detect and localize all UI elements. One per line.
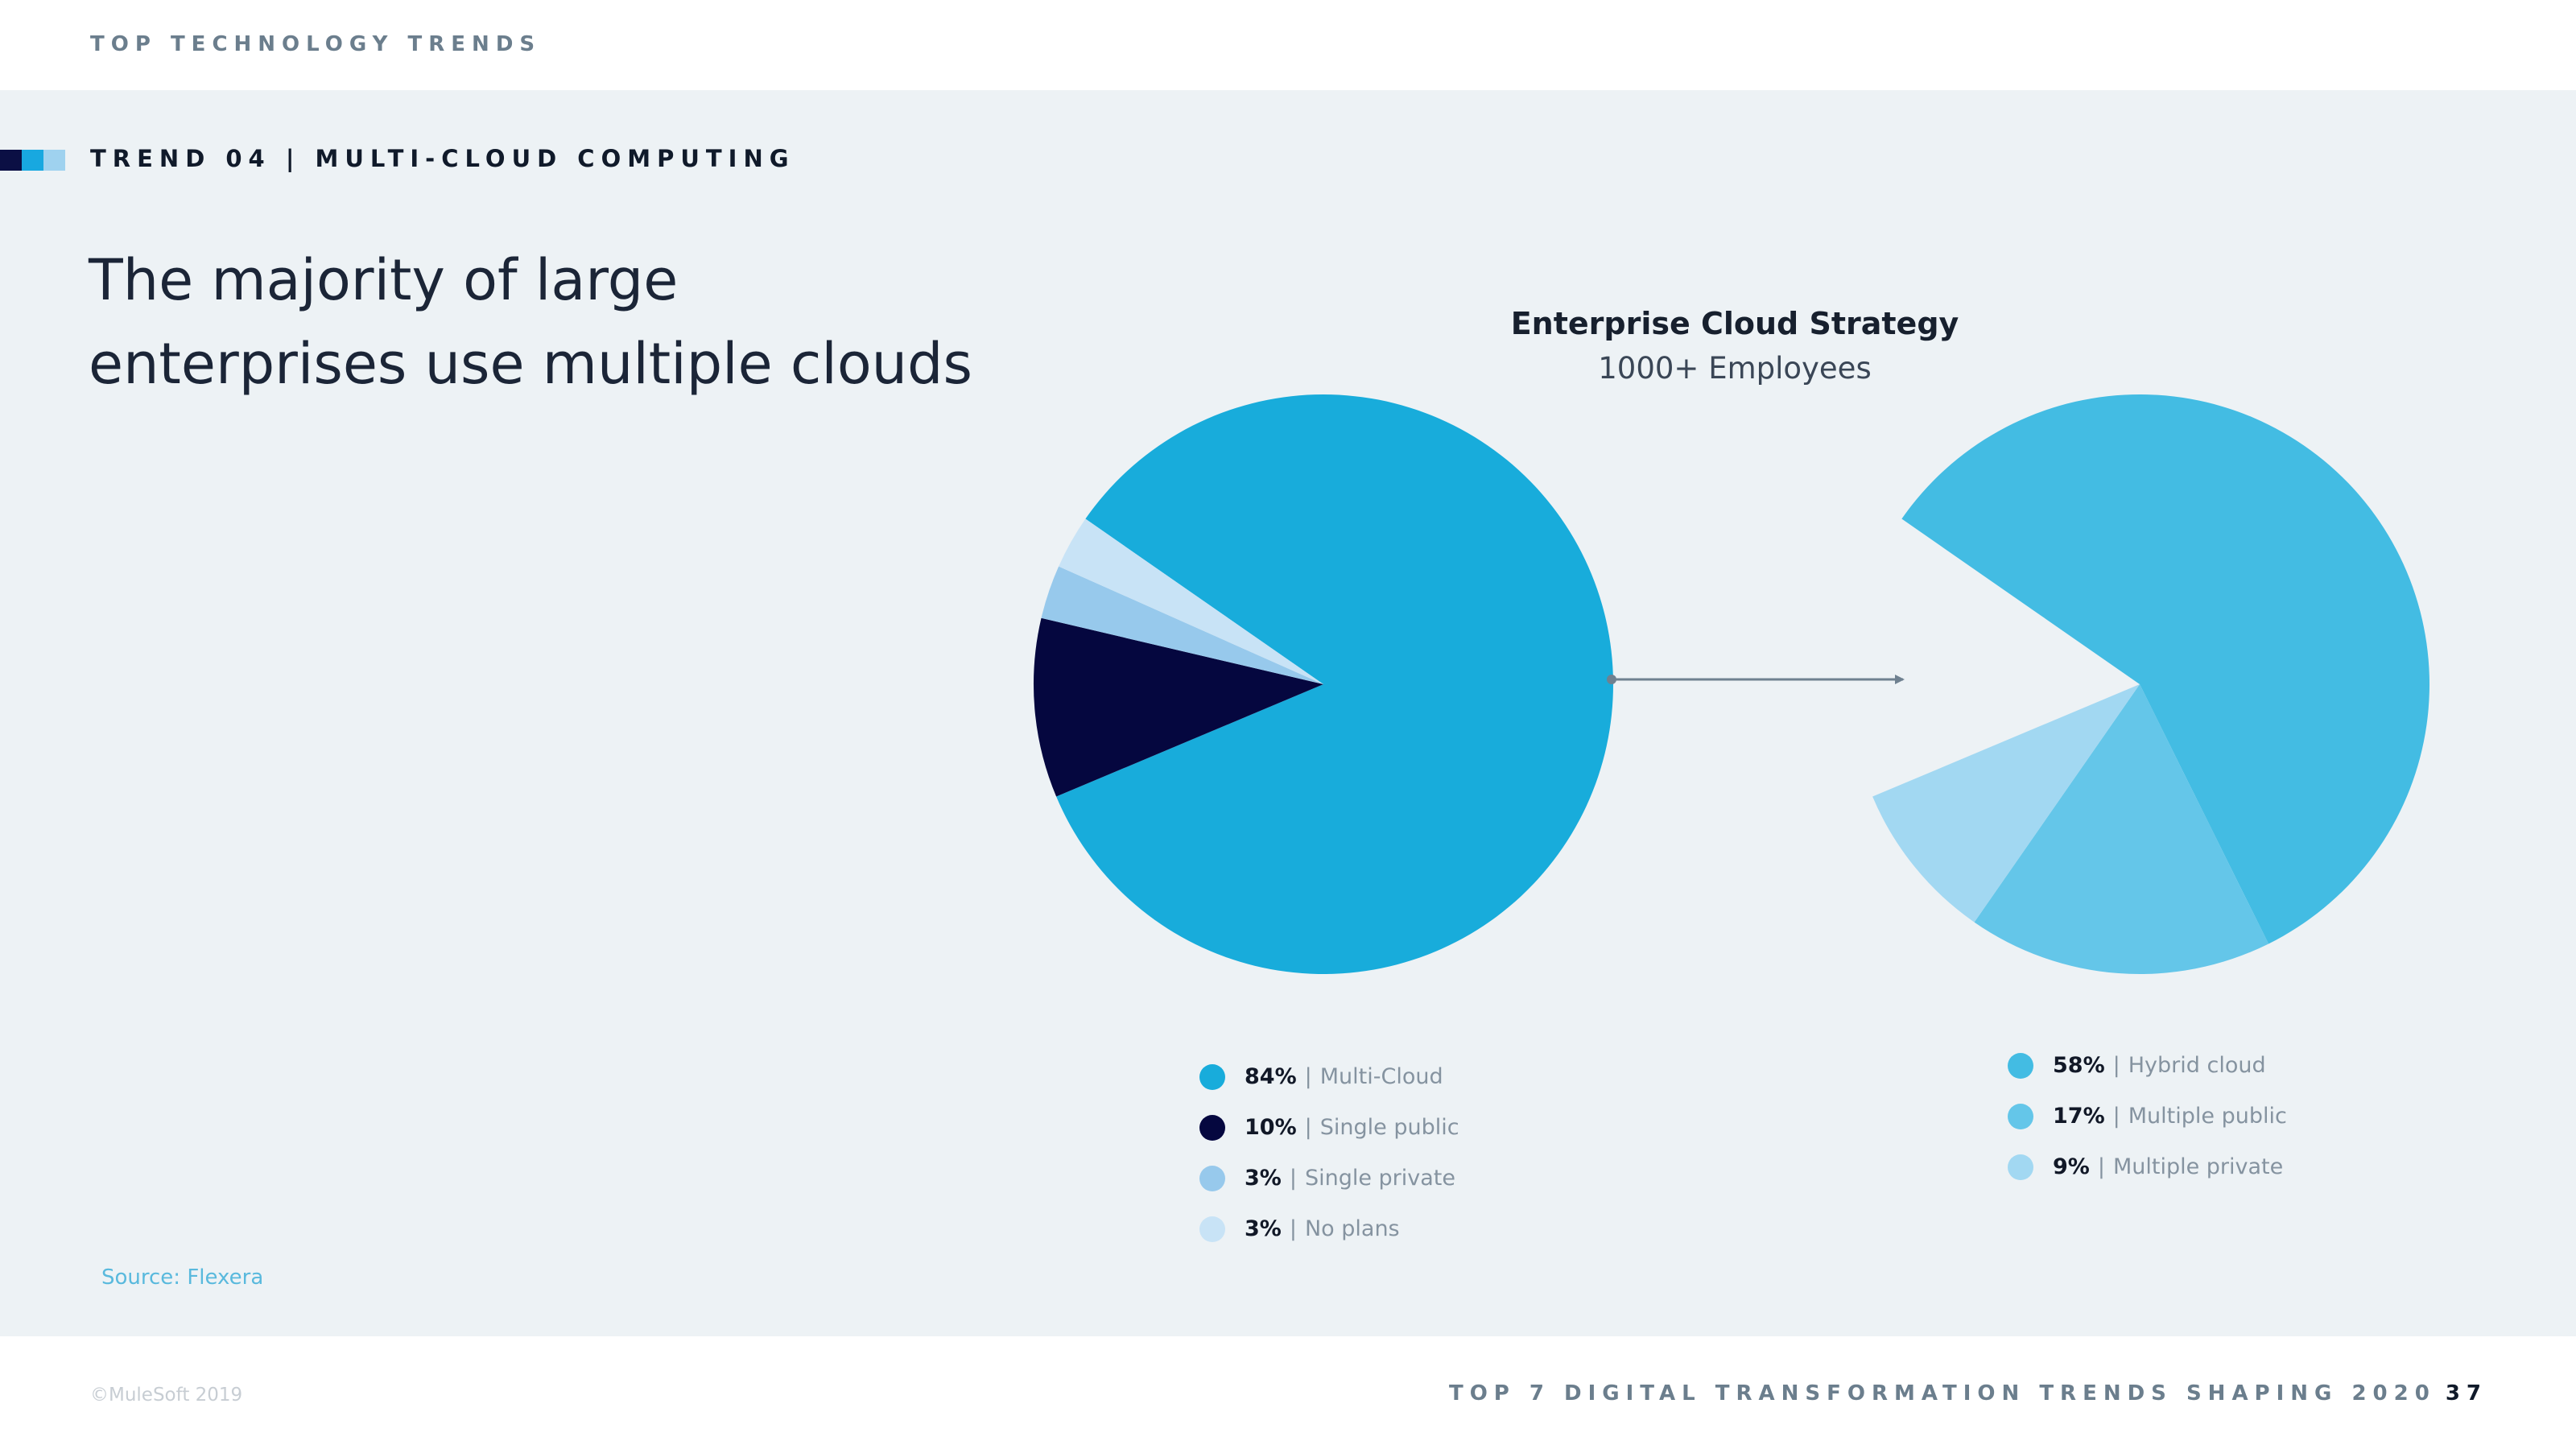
legend-swatch xyxy=(2008,1103,2033,1129)
legend-swatch xyxy=(2008,1154,2033,1180)
legend-swatch xyxy=(2008,1052,2033,1079)
pie-slice-multi-cloud xyxy=(1056,394,1613,975)
pie-slice-hybrid-cloud xyxy=(1901,394,2429,944)
trend-label: TREND 04 | MULTI-CLOUD COMPUTING xyxy=(90,145,795,172)
legend-separator: | xyxy=(1289,1166,1297,1191)
section-label: TOP TECHNOLOGY TRENDS xyxy=(90,32,542,56)
legend-swatch xyxy=(1199,1063,1225,1090)
pie-slice-single-public xyxy=(1033,617,1323,797)
legend-item-multi-cloud: 84% | Multi-Cloud xyxy=(1199,1051,1459,1102)
legend-separator: | xyxy=(2112,1053,2120,1078)
footer-title: TOP 7 DIGITAL TRANSFORMATION TRENDS SHAP… xyxy=(1449,1381,2487,1406)
secondary-pie-chart xyxy=(1872,394,2429,975)
headline-line-1: The majority of large xyxy=(89,247,679,313)
legend-item-single-private: 3% | Single private xyxy=(1199,1153,1459,1203)
trend-square-blue xyxy=(22,150,43,171)
trend-square-dark xyxy=(0,150,22,171)
legend-value: 3% xyxy=(1245,1216,1282,1241)
legend-label: Multi-Cloud xyxy=(1319,1064,1443,1089)
chart-subtitle: 1000+ Employees xyxy=(1598,351,1872,386)
primary-pie-chart xyxy=(1033,394,1613,975)
legend-separator: | xyxy=(2097,1154,2105,1179)
legend-item-multiple-private: 9% | Multiple private xyxy=(2008,1141,2287,1192)
pie-slice-no-plans xyxy=(1059,518,1323,684)
legend-label: Hybrid cloud xyxy=(2128,1053,2266,1078)
headline-line-2: enterprises use multiple clouds xyxy=(89,331,972,397)
source-note: Source: Flexera xyxy=(101,1265,264,1290)
legend-label: Multiple private xyxy=(2112,1154,2284,1179)
legend-item-hybrid-cloud: 58% | Hybrid cloud xyxy=(2008,1040,2287,1091)
legend-label: Multiple public xyxy=(2128,1104,2287,1129)
page-headline: The majority of large enterprises use mu… xyxy=(89,238,972,406)
legend-value: 58% xyxy=(2053,1053,2105,1078)
copyright: ©MuleSoft 2019 xyxy=(90,1385,243,1406)
secondary-legend: 58% | Hybrid cloud 17% | Multiple public 9% | Mu… xyxy=(2008,1040,2287,1192)
legend-value: 84% xyxy=(1245,1064,1297,1089)
legend-item-no-plans: 3% | No plans xyxy=(1199,1203,1459,1254)
legend-swatch xyxy=(1199,1165,1225,1191)
pie-slice-multiple-private xyxy=(1872,684,2140,923)
legend-label: Single private xyxy=(1304,1166,1456,1191)
legend-swatch xyxy=(1199,1114,1225,1141)
pie-slice-multiple-public xyxy=(1974,684,2269,975)
pie-slice-single-private xyxy=(1041,566,1323,684)
legend-value: 17% xyxy=(2053,1104,2105,1129)
chart-title: Enterprise Cloud Strategy xyxy=(1510,306,1959,341)
legend-swatch xyxy=(1199,1216,1225,1242)
legend-label: No plans xyxy=(1304,1216,1400,1241)
legend-item-single-public: 10% | Single public xyxy=(1199,1102,1459,1153)
legend-value: 9% xyxy=(2053,1154,2090,1179)
page-number: 37 xyxy=(2445,1381,2487,1406)
trend-square-light xyxy=(43,150,65,171)
primary-legend: 84% | Multi-Cloud 10% | Single public 3% | Singl… xyxy=(1199,1051,1459,1254)
legend-separator: | xyxy=(1304,1064,1312,1089)
legend-separator: | xyxy=(1289,1216,1297,1241)
legend-separator: | xyxy=(2112,1104,2120,1129)
legend-value: 3% xyxy=(1245,1166,1282,1191)
footer-title-text: TOP 7 DIGITAL TRANSFORMATION TRENDS SHAP… xyxy=(1448,1381,2436,1406)
legend-label: Single public xyxy=(1319,1115,1459,1140)
legend-value: 10% xyxy=(1245,1115,1297,1140)
legend-item-multiple-public: 17% | Multiple public xyxy=(2008,1091,2287,1141)
legend-separator: | xyxy=(1304,1115,1312,1140)
trend-marker-icon xyxy=(0,150,65,171)
